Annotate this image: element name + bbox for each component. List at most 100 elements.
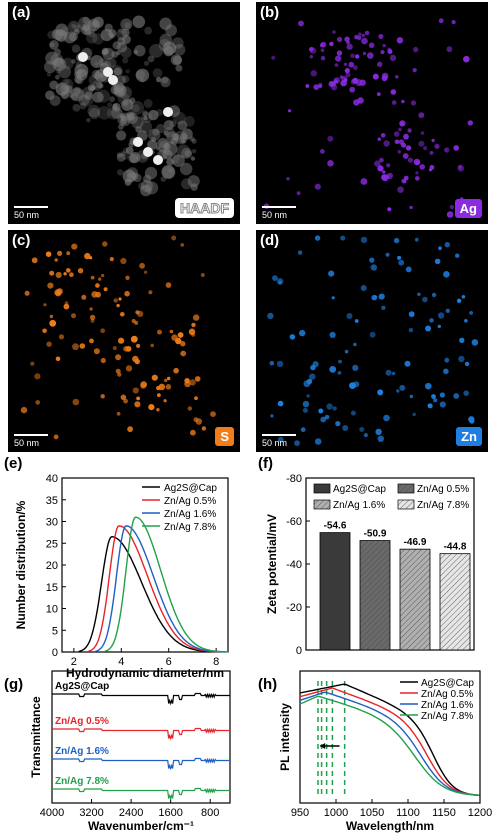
- map-dot: [299, 329, 306, 337]
- map-dot: [329, 331, 336, 338]
- panel-label-f: (f): [258, 456, 273, 472]
- map-dot: [419, 164, 425, 170]
- haadf-bright-particle: [143, 147, 153, 157]
- haadf-blob: [191, 138, 197, 144]
- haadf-blob: [111, 51, 119, 58]
- x-tick-label: 4000: [40, 807, 64, 819]
- map-dot: [309, 55, 313, 59]
- map-dot: [427, 403, 431, 407]
- map-dot: [445, 308, 450, 313]
- haadf-blob: [70, 87, 85, 102]
- map-dot: [328, 270, 335, 277]
- map-dot: [428, 168, 433, 172]
- map-dot: [374, 160, 381, 167]
- haadf-blob: [181, 178, 193, 190]
- map-dot: [189, 379, 196, 386]
- haadf-blob: [60, 84, 70, 95]
- haadf-blob: [79, 102, 87, 110]
- map-dot: [187, 406, 192, 411]
- haadf-blob: [110, 85, 120, 95]
- legend-label: Ag2S@Cap: [333, 484, 386, 495]
- haadf-blob: [170, 54, 182, 66]
- haadf-blob: [118, 28, 123, 34]
- haadf-blob: [49, 40, 59, 50]
- map-dot: [180, 341, 186, 347]
- map-dot: [66, 268, 71, 273]
- map-dot: [318, 84, 323, 89]
- haadf-blob: [176, 144, 190, 159]
- zeta-bar: [399, 548, 431, 651]
- haadf-blob: [125, 69, 130, 74]
- haadf-blob: [173, 44, 186, 56]
- map-dot: [344, 36, 350, 42]
- map-dot: [309, 47, 314, 52]
- map-dot: [363, 433, 368, 438]
- haadf-blob: [155, 146, 160, 151]
- map-dot: [444, 242, 450, 248]
- haadf-blob: [90, 55, 104, 68]
- haadf-image: [44, 15, 200, 197]
- haadf-blob: [116, 153, 126, 162]
- haadf-blob: [169, 120, 177, 128]
- x-tick-label: 8: [213, 656, 219, 668]
- map-dot: [165, 282, 172, 288]
- map-dot: [312, 361, 319, 368]
- ftir-series-label: Zn/Ag 0.5%: [55, 716, 109, 727]
- haadf-blob: [125, 146, 134, 155]
- pl-series-line: [299, 695, 480, 796]
- haadf-blob: [142, 110, 149, 117]
- map-dot: [382, 43, 386, 48]
- map-dot: [380, 50, 385, 55]
- haadf-blob: [102, 47, 109, 55]
- map-dot: [100, 357, 106, 364]
- map-dot: [461, 295, 466, 299]
- haadf-blob: [64, 85, 73, 94]
- map-dot: [353, 65, 358, 71]
- map-dot: [328, 81, 335, 87]
- y-tick-label: 30: [46, 517, 58, 529]
- map-dot: [376, 92, 381, 96]
- y-tick-label: 0: [52, 647, 58, 659]
- haadf-blob: [74, 63, 89, 78]
- haadf-blob: [122, 35, 131, 44]
- map-dot: [302, 407, 308, 413]
- zeta-value-label: -46.9: [404, 537, 427, 548]
- map-dot: [439, 392, 445, 398]
- map-dot: [31, 257, 38, 264]
- map-dot: [120, 257, 127, 265]
- map-dot: [130, 335, 138, 343]
- haadf-map: (a) 50 nm HAADF: [8, 2, 240, 224]
- haadf-blob: [147, 55, 155, 63]
- map-dot: [320, 48, 325, 52]
- y-tick-label: 35: [46, 495, 58, 507]
- y-tick-label: -40: [286, 559, 302, 571]
- map-dot: [171, 235, 177, 241]
- map-dot: [63, 272, 67, 276]
- y-tick-label: 20: [46, 560, 58, 572]
- map-dot: [394, 139, 400, 145]
- map-dot: [459, 337, 465, 343]
- map-dot: [89, 338, 94, 344]
- map-dot: [95, 283, 100, 288]
- chart-e-xlabel: Hydrodynamic diameter/nm: [66, 666, 224, 680]
- map-dot: [352, 364, 359, 371]
- map-dot: [194, 396, 198, 401]
- haadf-blob: [86, 118, 91, 123]
- y-tick-label: 0: [296, 645, 302, 657]
- map-dot: [451, 20, 456, 25]
- haadf-blob: [58, 65, 71, 79]
- map-dot: [102, 241, 108, 247]
- haadf-bright-particle: [78, 52, 88, 62]
- chart-g-ftir: 4000 3200 2400 1600 800 Ag2S@Cap Zn/Ag 0.5% Zn…: [29, 670, 231, 833]
- scale-bar-b: 50 nm: [262, 206, 296, 220]
- map-dot: [431, 138, 435, 143]
- map-dot: [320, 416, 327, 423]
- legend-label: Zn/Ag 1.6%: [333, 500, 385, 511]
- panel-label-c: (c): [12, 232, 31, 249]
- map-dot: [382, 170, 386, 174]
- map-dot: [294, 440, 300, 446]
- haadf-bright-particle: [133, 137, 143, 147]
- dls-series-line: [95, 525, 226, 653]
- map-dot: [415, 176, 420, 181]
